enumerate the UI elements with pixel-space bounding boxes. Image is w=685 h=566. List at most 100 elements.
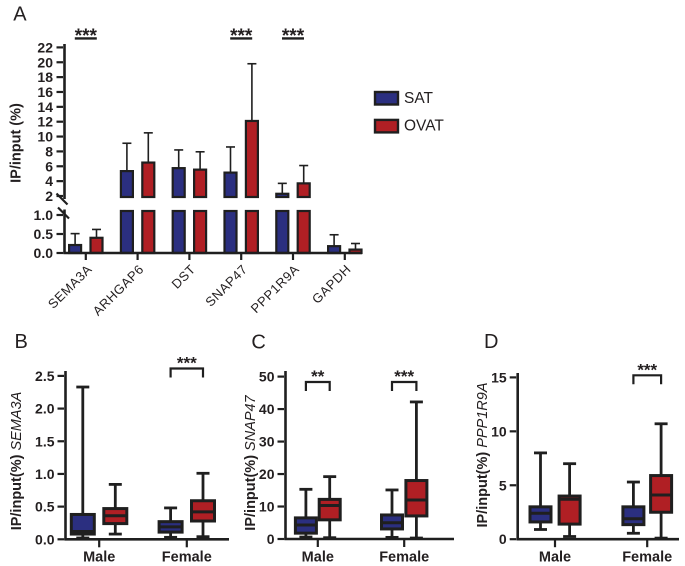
y-tick-label: 20 <box>37 54 53 70</box>
y-tick-label: 2.0 <box>35 401 55 417</box>
group-label-Male: Male <box>302 550 334 566</box>
y-tick-label: 1.0 <box>35 466 55 482</box>
box-OVAT-Male <box>557 494 582 526</box>
y-tick-label: 40 <box>259 401 275 417</box>
panel-label-C: C <box>251 332 265 354</box>
significance-stars: *** <box>282 26 305 47</box>
y-tick-label: 0 <box>267 531 275 547</box>
y-tick-label: 15 <box>491 369 507 385</box>
y-tick-label: 2 <box>45 188 53 204</box>
y-axis-title-prefix: IP/input(%) <box>9 451 25 531</box>
x-category-label: ARHGAP6 <box>90 262 147 319</box>
x-category-label: DST <box>168 262 198 292</box>
bar-SAT-ARHGAP6-lower <box>119 209 135 255</box>
y-tick-label: 50 <box>259 369 275 385</box>
panel-B: B 0.0 0.5 1.0 1.5 2.0 2.5 IP/input(%) SEMA3A Mal… <box>9 331 229 566</box>
y-tick-label: 5 <box>499 477 507 493</box>
panel-label-A: A <box>13 4 27 26</box>
significance-stars: *** <box>637 360 657 379</box>
y-tick-label: 20 <box>259 466 275 482</box>
bar-SAT-ARHGAP6-upper <box>119 170 135 199</box>
legend-swatch-SAT <box>373 90 400 106</box>
significance-bracket <box>390 380 418 391</box>
bar-SAT-SNAP47-lower <box>223 209 238 255</box>
group-label-Male: Male <box>83 550 115 566</box>
y-tick-label: 10 <box>37 129 53 145</box>
box-OVAT-Female <box>404 479 429 518</box>
x-category-label: SEMA3A <box>45 262 95 312</box>
y-tick-label: 0.5 <box>34 226 54 242</box>
y-axis-title-C: IP/input(%) SNAP47 <box>243 394 259 530</box>
bar-OVAT-ARHGAP6-upper <box>141 161 156 199</box>
bar-OVAT-PPP1R9A-lower <box>296 209 311 255</box>
significance-stars: *** <box>230 26 253 47</box>
y-tick-label: 2.5 <box>35 368 55 384</box>
bar-SAT-DST-lower <box>171 209 186 255</box>
y-tick-label: 0.0 <box>35 531 55 547</box>
group-label-Female: Female <box>622 550 672 566</box>
significance-bracket <box>169 367 205 378</box>
bar-OVAT-SEMA3A <box>89 236 104 255</box>
y-tick-label: 10 <box>259 499 275 515</box>
bar-OVAT-ARHGAP6-lower <box>141 209 156 255</box>
y-axis-title-gene: SNAP47 <box>243 394 259 451</box>
y-axis-title-prefix: IP/input(%) <box>243 451 259 531</box>
y-axis-title-D: IP/input(%) PPP1R9A <box>475 382 491 527</box>
group-label-Female: Female <box>162 550 212 566</box>
significance-stars: *** <box>394 367 414 386</box>
legend-swatch-OVAT <box>373 118 400 134</box>
bar-SAT-DST-upper <box>171 167 186 199</box>
axis-break-slash-lower <box>57 206 70 220</box>
significance-bracket <box>632 374 663 385</box>
group-label-Male: Male <box>539 550 571 566</box>
x-category-label: GAPDH <box>309 262 354 307</box>
significance-bracket <box>304 380 331 391</box>
y-tick-label: 4 <box>45 173 53 189</box>
y-axis-title-B: IP/input(%) SEMA3A <box>9 392 25 531</box>
box-SAT-Male <box>69 512 96 536</box>
panel-label-B: B <box>15 331 28 353</box>
y-axis-title-prefix: IP/input(%) <box>475 448 491 528</box>
y-tick-label: 10 <box>491 423 507 439</box>
y-axis-title-gene: SEMA3A <box>9 392 25 451</box>
group-label-Female: Female <box>379 550 429 566</box>
bar-SAT-PPP1R9A-upper <box>275 192 290 199</box>
y-tick-label: 22 <box>37 39 53 55</box>
bar-SAT-SNAP47-upper <box>223 171 238 199</box>
y-tick-label: 6 <box>45 158 53 174</box>
y-tick-label: 0.0 <box>34 245 54 261</box>
legend: SAT OVAT <box>373 90 444 135</box>
panel-label-D: D <box>484 331 498 353</box>
y-tick-label: 0.5 <box>35 499 55 515</box>
y-tick-label: 1.5 <box>35 433 55 449</box>
y-tick-label: 18 <box>37 69 53 85</box>
legend-label-SAT: SAT <box>404 90 434 107</box>
box-SAT-Female <box>621 505 646 527</box>
bar-OVAT-DST-upper <box>193 168 208 199</box>
y-tick-label: 0 <box>499 531 507 547</box>
significance-stars: *** <box>177 354 197 373</box>
significance-stars: ** <box>311 367 325 386</box>
y-tick-label: 8 <box>45 143 53 159</box>
y-tick-label: 16 <box>37 84 53 100</box>
bar-OVAT-SNAP47-lower <box>244 209 259 255</box>
bar-OVAT-DST-lower <box>193 209 208 255</box>
y-tick-label: 1.0 <box>34 207 54 223</box>
x-category-label: SNAP47 <box>202 262 250 310</box>
box-OVAT-Male <box>317 497 342 522</box>
x-category-label: PPP1R9A <box>248 262 302 316</box>
bar-OVAT-SNAP47-upper <box>244 119 259 199</box>
legend-label-OVAT: OVAT <box>404 118 444 135</box>
significance-stars: *** <box>75 26 98 47</box>
y-tick-label: 14 <box>37 99 53 115</box>
bar-OVAT-PPP1R9A-upper <box>296 182 311 199</box>
y-axis-title-A: IP/input (%) <box>9 103 25 183</box>
y-tick-label: 30 <box>259 434 275 450</box>
bar-SAT-PPP1R9A-lower <box>275 209 290 255</box>
y-tick-label: 12 <box>37 114 53 130</box>
